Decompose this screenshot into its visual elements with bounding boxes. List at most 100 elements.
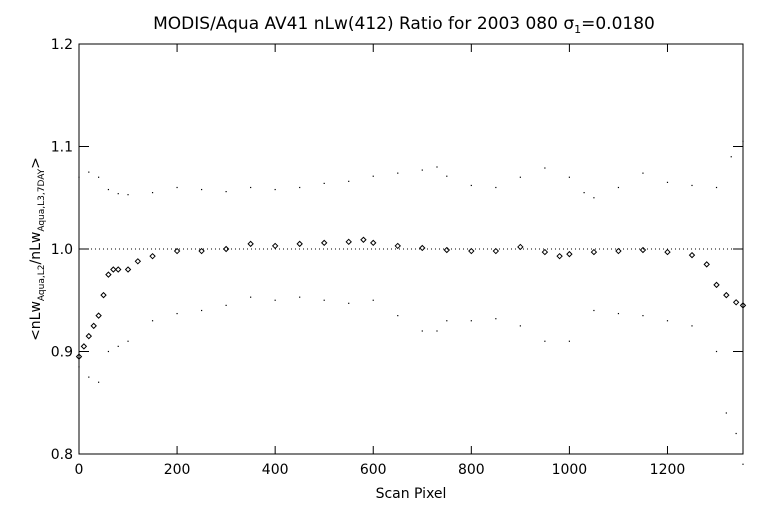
bound-point bbox=[519, 325, 521, 327]
data-point bbox=[517, 243, 524, 251]
data-point bbox=[739, 302, 747, 309]
y-axis-label-sub2: Aqua,L3,7DAY bbox=[37, 168, 47, 231]
axis-ticks: 0 200 400 600 800 1000 1200 0.8 0.9 1.0 1.1 1.2 bbox=[51, 37, 743, 478]
data-point bbox=[124, 266, 132, 273]
data-point bbox=[394, 242, 401, 250]
bound-point bbox=[666, 181, 669, 183]
x-tick-label: 1000 bbox=[552, 462, 588, 478]
y-tick-label: 1.2 bbox=[51, 37, 73, 53]
series-lower_bound bbox=[78, 296, 744, 465]
bound-point bbox=[299, 296, 301, 298]
data-point bbox=[703, 261, 710, 268]
data-point bbox=[556, 252, 563, 260]
bound-point bbox=[495, 318, 497, 320]
bound-point bbox=[568, 340, 570, 342]
data-point bbox=[115, 266, 122, 273]
bound-point bbox=[742, 463, 744, 465]
data-point bbox=[85, 332, 93, 340]
data-point bbox=[492, 247, 500, 255]
data-point bbox=[100, 291, 107, 299]
chart-title-sigma-sub: 1 bbox=[574, 23, 581, 36]
series-mean_ratio bbox=[75, 236, 747, 360]
y-axis-label: <nLwAqua,L2/nLwAqua,L3,7DAY> bbox=[28, 157, 47, 341]
data-point bbox=[95, 312, 102, 319]
data-point bbox=[615, 247, 622, 255]
y-axis-label-open: <nLw bbox=[28, 301, 44, 341]
data-point bbox=[173, 247, 181, 255]
bound-point bbox=[446, 320, 448, 322]
bound-point bbox=[715, 350, 718, 353]
x-tick-label: 200 bbox=[164, 462, 191, 478]
chart-title: MODIS/Aqua AV41 nLw(412) Ratio for 2003 … bbox=[153, 14, 655, 36]
chart-title-value: =0.0180 bbox=[581, 14, 655, 34]
data-point bbox=[541, 248, 549, 256]
data-point bbox=[443, 246, 451, 254]
bound-point bbox=[78, 366, 80, 368]
bound-point bbox=[176, 186, 178, 189]
bound-point bbox=[544, 340, 546, 342]
bound-point bbox=[691, 325, 693, 327]
x-tick-label: 600 bbox=[360, 462, 387, 478]
bound-point bbox=[470, 184, 472, 187]
bound-point bbox=[642, 315, 644, 317]
data-point bbox=[419, 244, 426, 252]
bound-point bbox=[617, 312, 620, 315]
bound-point bbox=[725, 412, 727, 414]
bound-point bbox=[88, 376, 90, 378]
x-tick-label: 1200 bbox=[650, 462, 686, 478]
bound-point bbox=[642, 172, 644, 174]
bound-point bbox=[446, 175, 448, 177]
y-tick-label: 0.8 bbox=[51, 447, 73, 463]
x-tick-label: 800 bbox=[458, 462, 485, 478]
bound-point bbox=[117, 345, 119, 347]
bound-point bbox=[250, 186, 252, 189]
series-upper_bound bbox=[78, 140, 744, 199]
data-point bbox=[320, 239, 328, 247]
bound-point bbox=[436, 330, 438, 332]
data-point bbox=[360, 236, 367, 243]
chart-title-main: MODIS/Aqua AV41 nLw(412) Ratio for 2003 … bbox=[153, 14, 563, 34]
bound-point bbox=[568, 176, 570, 178]
y-tick-label: 1.0 bbox=[51, 242, 73, 258]
y-tick-label: 0.9 bbox=[51, 345, 73, 361]
x-axis-label: Scan Pixel bbox=[376, 486, 447, 502]
bound-point bbox=[78, 176, 80, 178]
bound-point bbox=[323, 182, 325, 184]
bound-point bbox=[323, 299, 325, 301]
bound-point bbox=[98, 381, 100, 383]
bound-point bbox=[176, 312, 178, 315]
bound-point bbox=[88, 171, 90, 173]
chart-title-sigma: σ bbox=[563, 14, 574, 34]
data-point bbox=[90, 322, 97, 330]
data-point bbox=[713, 281, 720, 289]
bound-point bbox=[117, 193, 119, 195]
data-point bbox=[370, 239, 377, 247]
bound-point bbox=[299, 186, 301, 189]
data-point bbox=[75, 353, 83, 360]
bound-point bbox=[372, 299, 374, 301]
data-point bbox=[688, 251, 696, 259]
data-point bbox=[80, 343, 88, 350]
bound-point bbox=[127, 194, 129, 196]
bound-point bbox=[225, 191, 227, 193]
data-point bbox=[723, 291, 730, 299]
data-point bbox=[664, 248, 671, 256]
bound-point bbox=[200, 188, 203, 191]
bound-point bbox=[742, 140, 744, 142]
data-point bbox=[732, 299, 740, 306]
bound-point bbox=[151, 320, 154, 322]
bound-point bbox=[544, 167, 546, 169]
data-point bbox=[566, 250, 573, 258]
data-point bbox=[345, 238, 352, 246]
data-point bbox=[247, 240, 254, 248]
bound-point bbox=[107, 350, 110, 353]
data-point bbox=[198, 247, 205, 255]
bound-point bbox=[470, 320, 472, 322]
bound-point bbox=[715, 186, 718, 189]
bound-point bbox=[372, 175, 374, 177]
bound-point bbox=[421, 330, 423, 332]
bound-point bbox=[200, 309, 203, 312]
data-points bbox=[75, 140, 747, 465]
y-tick-label: 1.1 bbox=[51, 140, 73, 156]
data-point bbox=[222, 245, 230, 253]
